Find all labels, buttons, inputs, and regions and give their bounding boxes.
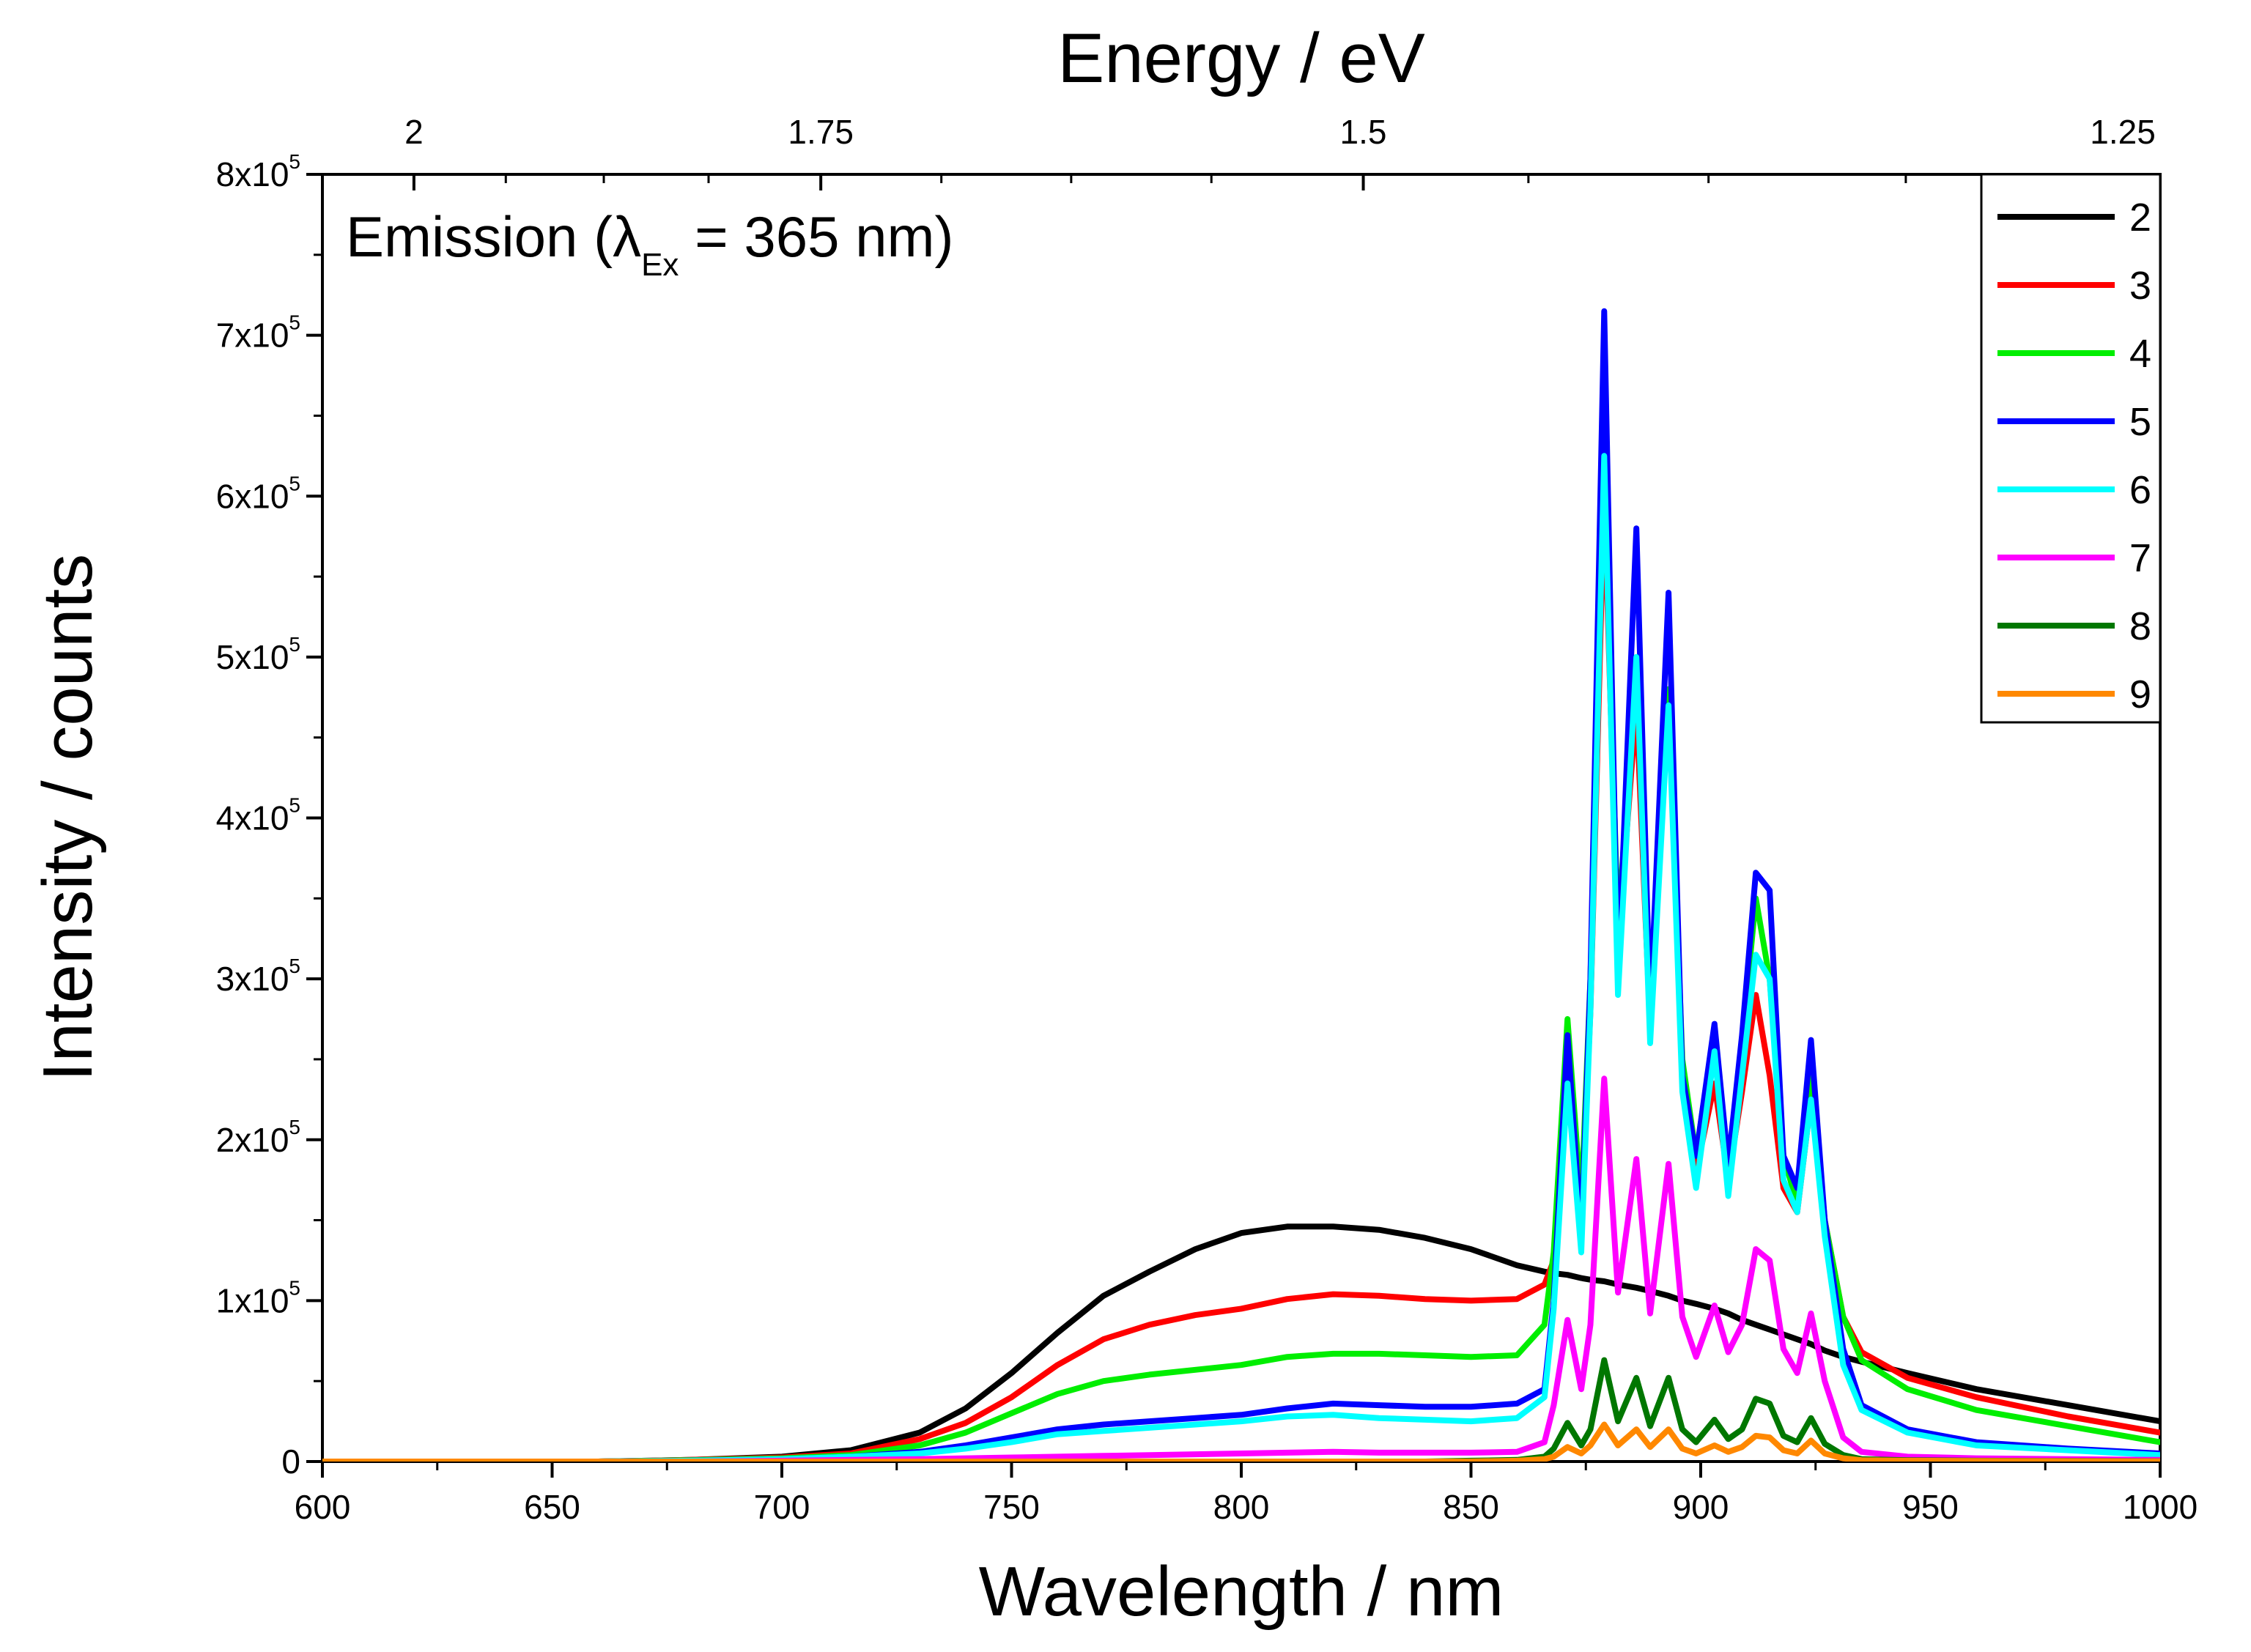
series-line-6: [322, 453, 2160, 1462]
legend-label-4: 4: [2129, 332, 2151, 376]
y-tick-label: 7x105: [216, 311, 300, 355]
y-tick-base: 3x10: [216, 960, 289, 998]
top-tick-label: 1.75: [788, 113, 854, 151]
top-axis-title: Energy / eV: [1057, 19, 1425, 97]
x-tick-label: 700: [754, 1488, 810, 1526]
y-tick-base: 1x10: [216, 1281, 289, 1319]
y-tick-exponent: 5: [289, 472, 300, 495]
y-tick-label: 8x105: [216, 150, 300, 193]
x-tick-label: 950: [1902, 1488, 1959, 1526]
annotation-subscript: Ex: [641, 247, 679, 283]
legend-label-8: 8: [2129, 604, 2151, 648]
y-tick-base: 6x10: [216, 477, 289, 515]
y-tick-exponent: 5: [289, 794, 300, 817]
legend: 2 3 4 5 6 7 8 9: [1980, 173, 2162, 724]
x-tick-label: 600: [295, 1488, 351, 1526]
series-line-5: [322, 308, 2160, 1462]
y-tick-exponent: 5: [289, 633, 300, 656]
plot-frame: [321, 173, 2162, 1463]
y-tick-label: 1x105: [216, 1276, 300, 1319]
series-line-8: [322, 1357, 2160, 1462]
series-line-3: [322, 493, 2160, 1462]
legend-label-3: 3: [2129, 264, 2151, 308]
legend-label-9: 9: [2129, 673, 2151, 716]
y-tick-base: 7x10: [216, 316, 289, 355]
annotation-suffix: = 365 nm): [679, 204, 953, 269]
y-tick-label: 5x105: [216, 633, 300, 676]
legend-box: [1980, 173, 2162, 724]
series-line-7: [322, 1075, 2160, 1462]
y-tick-label: 3x105: [216, 955, 300, 998]
bottom-wavelength-axis: 600 650 700 750 800 850 900 950 1000: [295, 1462, 2198, 1526]
y-axis-title: Intensity / counts: [29, 554, 107, 1081]
x-axis-title: Wavelength / nm: [979, 1552, 1504, 1631]
x-tick-label: 800: [1213, 1488, 1270, 1526]
x-tick-label: 900: [1673, 1488, 1729, 1526]
legend-label-2: 2: [2129, 196, 2151, 240]
emission-annotation: Emission (λEx = 365 nm): [346, 204, 953, 283]
y-tick-base: 4x10: [216, 799, 289, 837]
y-tick-exponent: 5: [289, 1116, 300, 1138]
left-intensity-axis: 01x1052x1053x1054x1055x1056x1057x1058x10…: [216, 150, 322, 1481]
top-tick-label: 2: [404, 113, 424, 151]
y-tick-label: 6x105: [216, 472, 300, 515]
series-line-4: [322, 461, 2160, 1462]
legend-label-6: 6: [2129, 468, 2151, 512]
series-line-2: [322, 1223, 2160, 1462]
top-energy-axis: 2 1.75 1.5 1.25: [404, 113, 2156, 190]
y-tick-exponent: 5: [289, 955, 300, 977]
legend-label-7: 7: [2129, 536, 2151, 580]
y-tick-label: 0: [281, 1442, 300, 1481]
x-tick-label: 750: [983, 1488, 1040, 1526]
y-tick-exponent: 5: [289, 311, 300, 334]
y-tick-exponent: 5: [289, 150, 300, 173]
series-line-9: [322, 1421, 2160, 1462]
y-tick-base: 0: [281, 1442, 300, 1481]
series-lines: [322, 308, 2160, 1462]
y-tick-label: 4x105: [216, 794, 300, 837]
x-tick-label: 850: [1443, 1488, 1499, 1526]
y-tick-base: 8x10: [216, 155, 289, 193]
x-tick-label: 1000: [2123, 1488, 2198, 1526]
legend-label-5: 5: [2129, 400, 2151, 444]
y-tick-label: 2x105: [216, 1116, 300, 1159]
annotation-prefix: Emission (λ: [346, 204, 641, 269]
x-tick-label: 650: [524, 1488, 580, 1526]
top-tick-label: 1.5: [1340, 113, 1387, 151]
top-tick-label: 1.25: [2090, 113, 2156, 151]
y-tick-base: 2x10: [216, 1121, 289, 1159]
y-tick-exponent: 5: [289, 1276, 300, 1299]
y-tick-base: 5x10: [216, 638, 289, 676]
